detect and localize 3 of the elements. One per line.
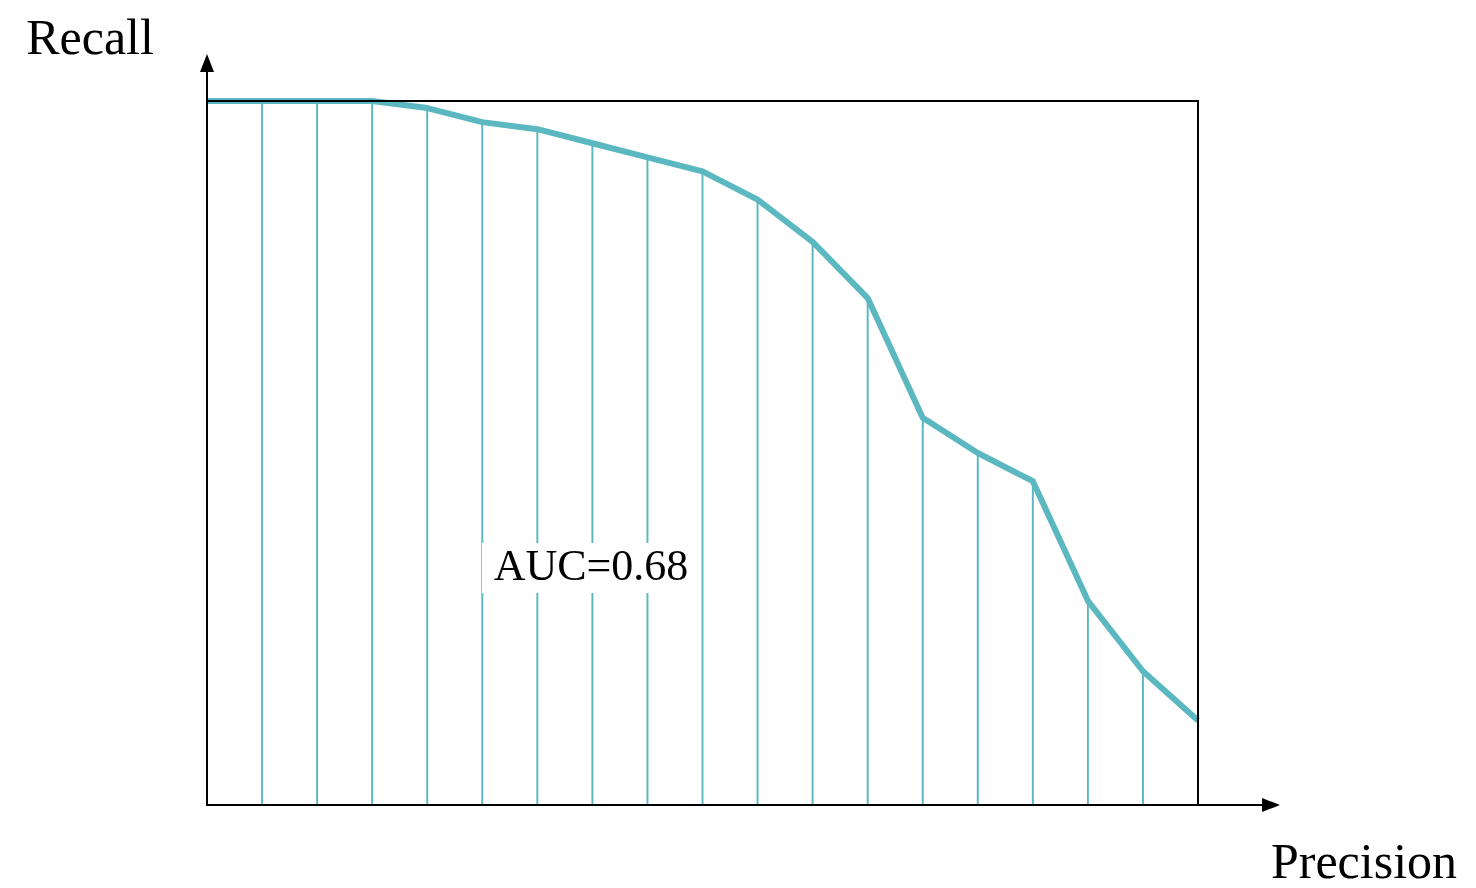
x-axis-title: Precision xyxy=(1270,833,1458,888)
annotation: AUC=0.68 xyxy=(493,541,689,590)
y-axis-title: Recall xyxy=(26,9,154,65)
